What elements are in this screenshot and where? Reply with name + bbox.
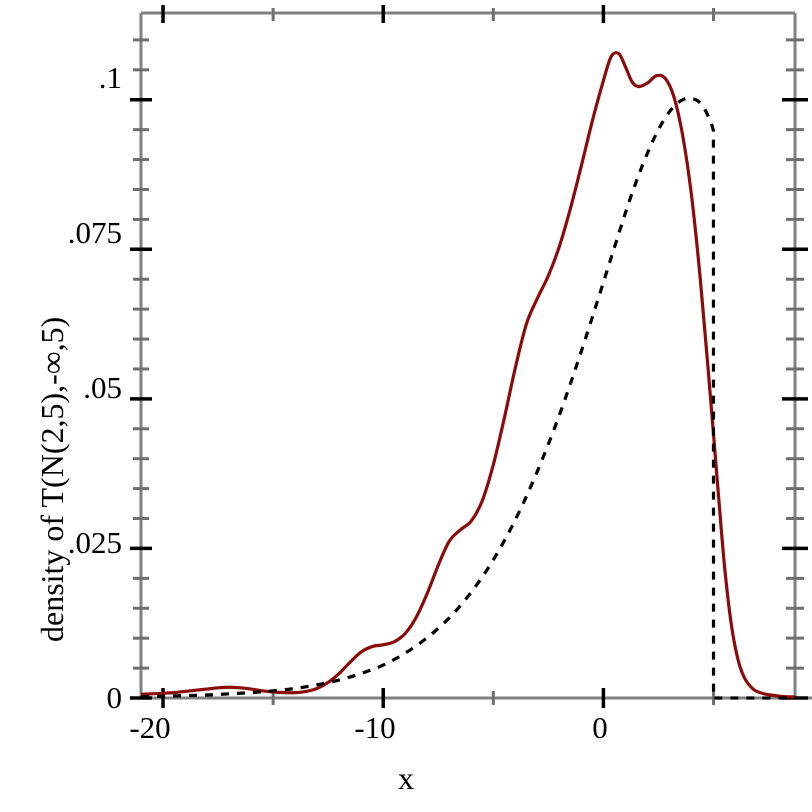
ytick-label-1: .1 [98, 60, 122, 95]
data-series-layer [140, 51, 796, 700]
series-true-truncated-normal-density [140, 96, 795, 700]
y-axis-title: density of T(N(2,5),-∞,5) [34, 316, 70, 642]
axis-frame [139, 11, 812, 700]
ytick-label-025: .025 [67, 525, 122, 560]
xtick-label-minus20: -20 [129, 710, 171, 745]
ytick-label-075: .075 [67, 215, 122, 250]
xtick-label-0: 0 [592, 710, 608, 745]
ytick-label-05: .05 [83, 370, 122, 405]
series-kernel-density-estimate [140, 51, 796, 699]
x-axis-title: x [398, 760, 414, 796]
ytick-label-0: 0 [106, 680, 123, 715]
xtick-label-minus10: -10 [354, 710, 396, 745]
